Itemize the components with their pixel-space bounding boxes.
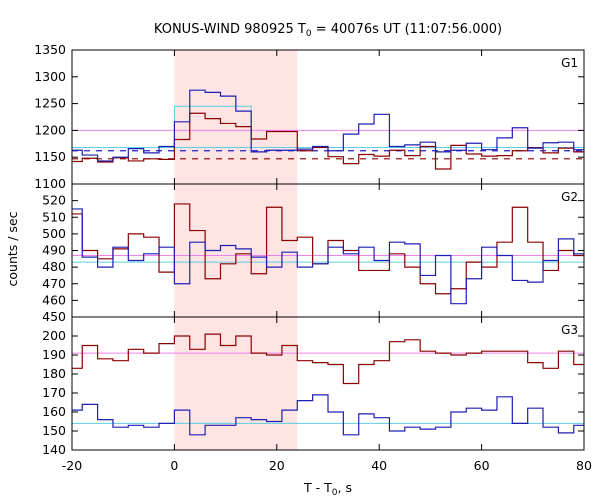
panel-label: G2: [561, 190, 578, 204]
y-tick-label: 1250: [34, 96, 66, 111]
panel-label: G1: [561, 56, 578, 70]
y-tick-label: 170: [42, 385, 66, 400]
x-tick-label: 60: [474, 458, 490, 473]
y-tick-label: 500: [42, 226, 66, 241]
y-tick-label: 1100: [34, 176, 66, 191]
y-tick-label: 520: [42, 193, 66, 208]
series-blue-step: [72, 394, 584, 436]
x-tick-label: 80: [576, 458, 592, 473]
y-tick-label: 480: [42, 259, 66, 274]
panel-series-group: [72, 89, 584, 170]
y-tick-label: 1350: [34, 42, 66, 57]
y-tick-label: 450: [42, 309, 66, 324]
y-tick-label: 1150: [34, 149, 66, 164]
y-tick-label: 470: [42, 276, 66, 291]
y-tick-label: 510: [42, 209, 66, 224]
y-tick-label: 460: [42, 292, 66, 307]
chart-title: KONUS-WIND 980925 T0 = 40076s UT (11:07:…: [154, 22, 502, 39]
panel-g1: 1100 1150 1200 1250 1300 1350 G1: [34, 42, 585, 191]
x-tick-label: 20: [269, 458, 285, 473]
panel-series-group: [72, 203, 584, 305]
x-tick-label: -20: [62, 458, 82, 473]
y-tick-label: 200: [42, 328, 66, 343]
series-blue-step: [72, 89, 584, 162]
series-blue-step: [72, 208, 584, 305]
y-tick-label: 1200: [34, 122, 66, 137]
y-tick-label: 490: [42, 243, 66, 258]
highlight-interval: [174, 50, 298, 450]
y-axis-label: counts / sec: [5, 211, 20, 286]
y-tick-label: 190: [42, 347, 66, 362]
series-red-step: [72, 112, 584, 170]
y-tick-label: 1300: [34, 69, 66, 84]
y-tick-label: 160: [42, 404, 66, 419]
panel-series-group: [72, 333, 584, 436]
x-tick-label: 0: [170, 458, 178, 473]
panel-frame: [71, 316, 585, 451]
series-red-step: [72, 333, 584, 385]
panel-label: G3: [561, 323, 578, 337]
panel-g3: 140 150 160 170 180 190 200 G3: [42, 316, 585, 457]
y-tick-label: 140: [42, 442, 66, 457]
y-tick-label: 180: [42, 366, 66, 381]
x-axis-label: T - T0, s: [303, 480, 352, 498]
x-tick-label: 40: [371, 458, 387, 473]
y-tick-label: 150: [42, 423, 66, 438]
